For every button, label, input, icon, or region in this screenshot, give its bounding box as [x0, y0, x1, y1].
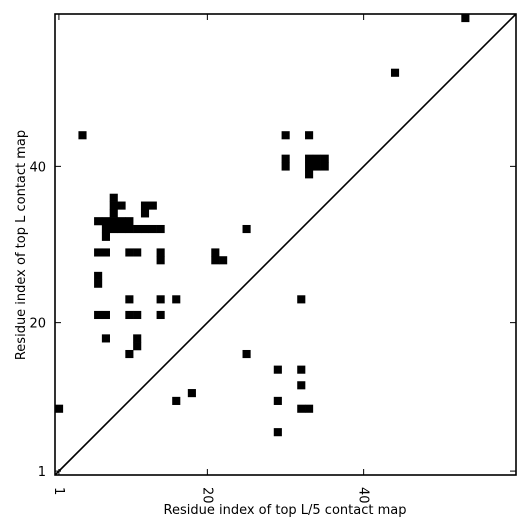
contact-cell: [156, 295, 165, 304]
contact-cell: [94, 248, 103, 257]
contact-cell: [273, 365, 282, 374]
contact-cell: [187, 389, 196, 398]
contact-cell: [148, 224, 157, 234]
contact-cell: [156, 256, 165, 265]
contact-cell: [109, 209, 118, 218]
contact-cell: [94, 217, 103, 226]
contact-cell: [117, 224, 126, 234]
contact-cells: [55, 14, 470, 437]
x-tick-label: 40: [356, 487, 371, 504]
y-axis-label: Residue index of top L contact map: [14, 130, 29, 360]
contact-cell: [117, 217, 126, 226]
contact-cell: [156, 248, 165, 257]
axis-ticks: 1 20 40 1 20 40: [29, 14, 516, 504]
contact-cell: [211, 256, 220, 265]
contact-cell: [297, 404, 306, 413]
contact-cell: [390, 68, 400, 77]
contact-cell: [211, 248, 220, 257]
contact-cell: [273, 428, 282, 437]
contact-cell: [140, 201, 150, 210]
contact-cell: [305, 162, 314, 171]
contact-cell: [305, 154, 314, 163]
contact-cell: [125, 310, 134, 320]
contact-cell: [101, 232, 110, 241]
contact-cell: [242, 349, 251, 359]
contact-cell: [312, 162, 321, 171]
contact-cell: [101, 248, 110, 257]
contact-cell: [305, 404, 314, 413]
contact-cell: [109, 217, 118, 226]
contact-cell: [156, 310, 165, 320]
contact-cell: [172, 396, 181, 405]
contact-cell: [140, 209, 150, 218]
contact-cell: [148, 201, 157, 210]
contact-cell: [172, 295, 181, 304]
contact-cell: [242, 224, 251, 234]
contact-cell: [109, 201, 118, 210]
x-tick-label: 20: [199, 487, 214, 504]
contact-cell: [320, 154, 329, 163]
contact-cell: [133, 248, 142, 257]
contact-cell: [297, 365, 306, 374]
contact-cell: [94, 310, 103, 320]
contact-cell: [305, 131, 314, 140]
contact-cell: [117, 201, 126, 210]
contact-cell: [273, 396, 282, 405]
contact-cell: [78, 131, 87, 140]
contact-cell: [133, 342, 142, 351]
x-axis-label: Residue index of top L/5 contact map: [164, 503, 407, 518]
contact-cell: [55, 404, 64, 413]
contact-cell: [219, 256, 228, 265]
contact-cell: [133, 334, 142, 343]
contact-cell: [281, 131, 290, 140]
y-tick-label: 20: [29, 317, 46, 332]
contact-cell: [320, 162, 329, 171]
contact-cell: [281, 162, 290, 171]
contact-cell: [125, 349, 134, 359]
contact-cell: [133, 224, 142, 234]
contact-cell: [133, 310, 142, 320]
contact-cell: [109, 224, 118, 234]
contact-cell: [109, 193, 118, 202]
contact-cell: [101, 334, 110, 343]
contact-cell: [101, 310, 110, 320]
contact-cell: [305, 170, 314, 179]
diagonal-line: [54, 13, 517, 476]
y-tick-label: 1: [38, 465, 46, 480]
contact-cell: [125, 248, 134, 257]
contact-cell: [461, 14, 470, 23]
contact-cell: [156, 224, 165, 234]
contact-cell: [125, 217, 134, 226]
x-tick-label: 1: [51, 487, 66, 495]
contact-cell: [140, 224, 150, 234]
contact-cell: [297, 381, 306, 390]
contact-cell: [94, 279, 103, 288]
contact-cell: [101, 224, 110, 234]
contact-cell: [297, 295, 306, 304]
contact-cell: [94, 271, 103, 280]
contact-cell: [125, 224, 134, 234]
y-tick-label: 40: [29, 160, 46, 175]
contact-cell: [312, 154, 321, 163]
contact-cell: [125, 295, 134, 304]
plot-frame: [54, 13, 517, 476]
contact-cell: [281, 154, 290, 163]
contact-cell: [101, 217, 110, 226]
